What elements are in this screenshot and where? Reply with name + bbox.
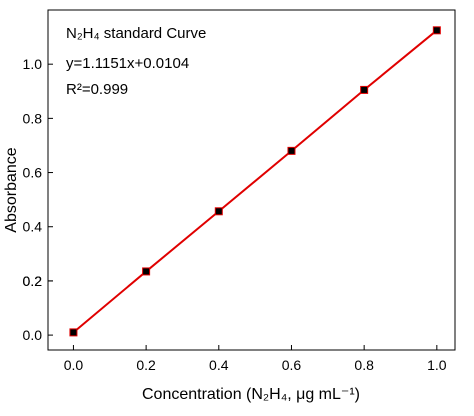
x-axis-label: Concentration (N₂H₄, μg mL⁻¹)	[142, 386, 360, 403]
marker	[287, 146, 296, 155]
series-line	[72, 29, 438, 334]
annotation: y=1.1151x+0.0104	[66, 55, 189, 72]
x-tick-label: 0.2	[136, 357, 156, 373]
annotation: R²=0.999	[66, 81, 128, 98]
y-tick-label: 0.0	[23, 327, 43, 343]
x-tick-label: 0.8	[354, 357, 374, 373]
y-tick-label: 0.4	[23, 219, 43, 235]
y-tick-label: 0.8	[23, 110, 43, 126]
marker	[214, 207, 223, 216]
y-tick-label: 0.2	[23, 273, 43, 289]
y-tick-label: 0.6	[23, 165, 43, 181]
marker	[69, 328, 78, 337]
annotation: N₂H₄ standard Curve	[66, 25, 206, 42]
marker	[432, 26, 441, 35]
x-tick-label: 1.0	[427, 357, 447, 373]
y-tick-label: 0.2	[23, 273, 43, 289]
marker	[360, 85, 369, 94]
marker	[142, 267, 151, 276]
x-tick-label: 0.6	[282, 357, 302, 373]
x-tick-label: 0.4	[209, 357, 229, 373]
y-axis-label: Absorbance	[3, 147, 20, 232]
y-tick-label: 1.0	[23, 56, 43, 72]
x-tick-label: 0.0	[64, 357, 84, 373]
plot-frame	[47, 9, 456, 351]
